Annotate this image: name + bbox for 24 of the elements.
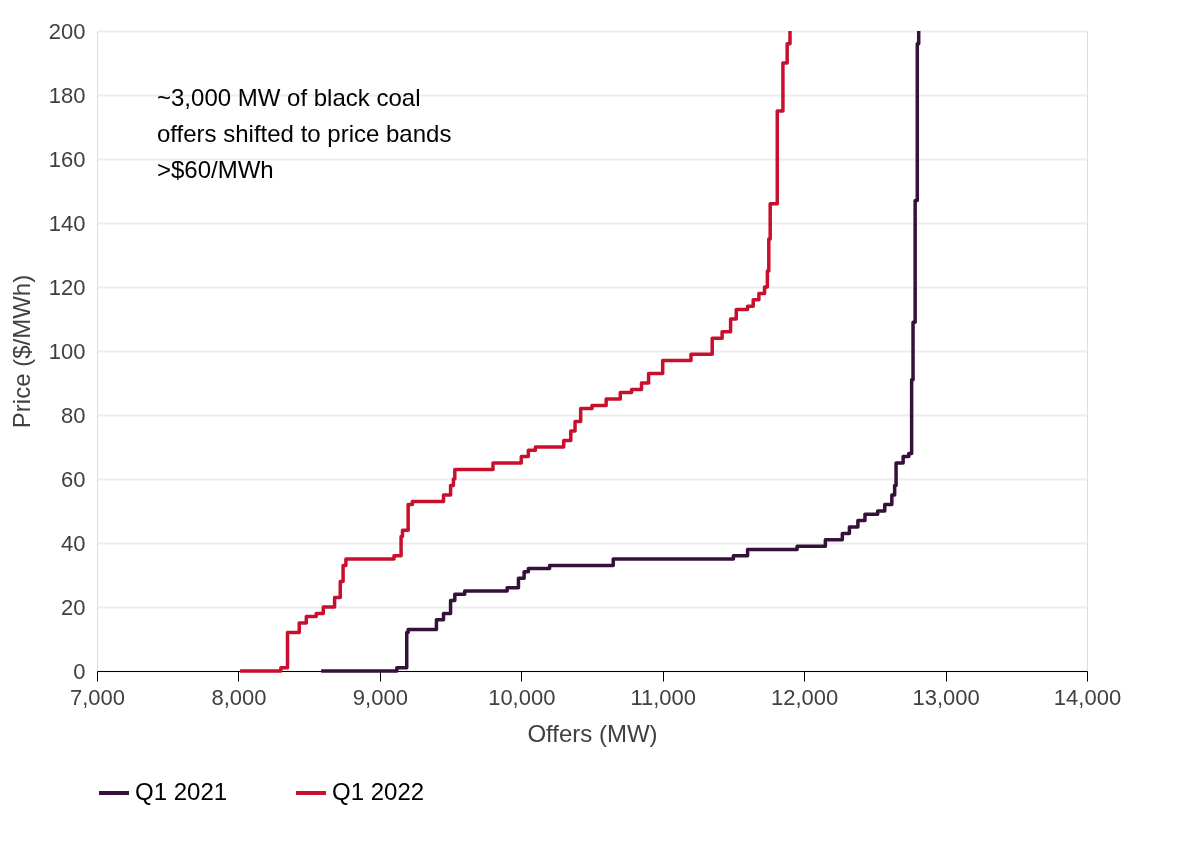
x-tick-label: 11,000 <box>630 684 697 710</box>
y-tick-label: 120 <box>48 274 86 300</box>
x-axis-title: Offers (MW) <box>527 719 658 747</box>
annotation: ~3,000 MW of black coal offers shifted to price bands >$60/MWh <box>157 84 452 183</box>
y-tick-label: 0 <box>73 658 86 684</box>
x-tick-label: 13,000 <box>912 684 980 710</box>
x-tick-label: 7,000 <box>69 684 126 710</box>
x-tick-label: 9,000 <box>352 684 408 710</box>
y-tick-label: 180 <box>48 82 86 108</box>
y-tick-label: 100 <box>48 338 86 364</box>
y-tick-label: 200 <box>48 18 86 44</box>
y-tick-label: 160 <box>48 146 86 172</box>
legend-label: Q1 2021 <box>135 778 228 805</box>
y-tick-label: 40 <box>61 530 86 556</box>
x-tick-label: 8,000 <box>211 684 267 710</box>
legend-label: Q1 2022 <box>332 778 425 805</box>
y-tick-label: 20 <box>61 594 86 620</box>
x-tick-label: 10,000 <box>488 684 556 710</box>
x-tick-label: 14,000 <box>1053 684 1122 710</box>
y-tick-label: 60 <box>61 466 86 492</box>
x-tick-label: 12,000 <box>770 684 839 710</box>
y-axis-title: Price ($/MWh) <box>7 274 35 429</box>
y-tick-label: 80 <box>61 402 86 428</box>
y-tick-label: 140 <box>48 210 86 236</box>
